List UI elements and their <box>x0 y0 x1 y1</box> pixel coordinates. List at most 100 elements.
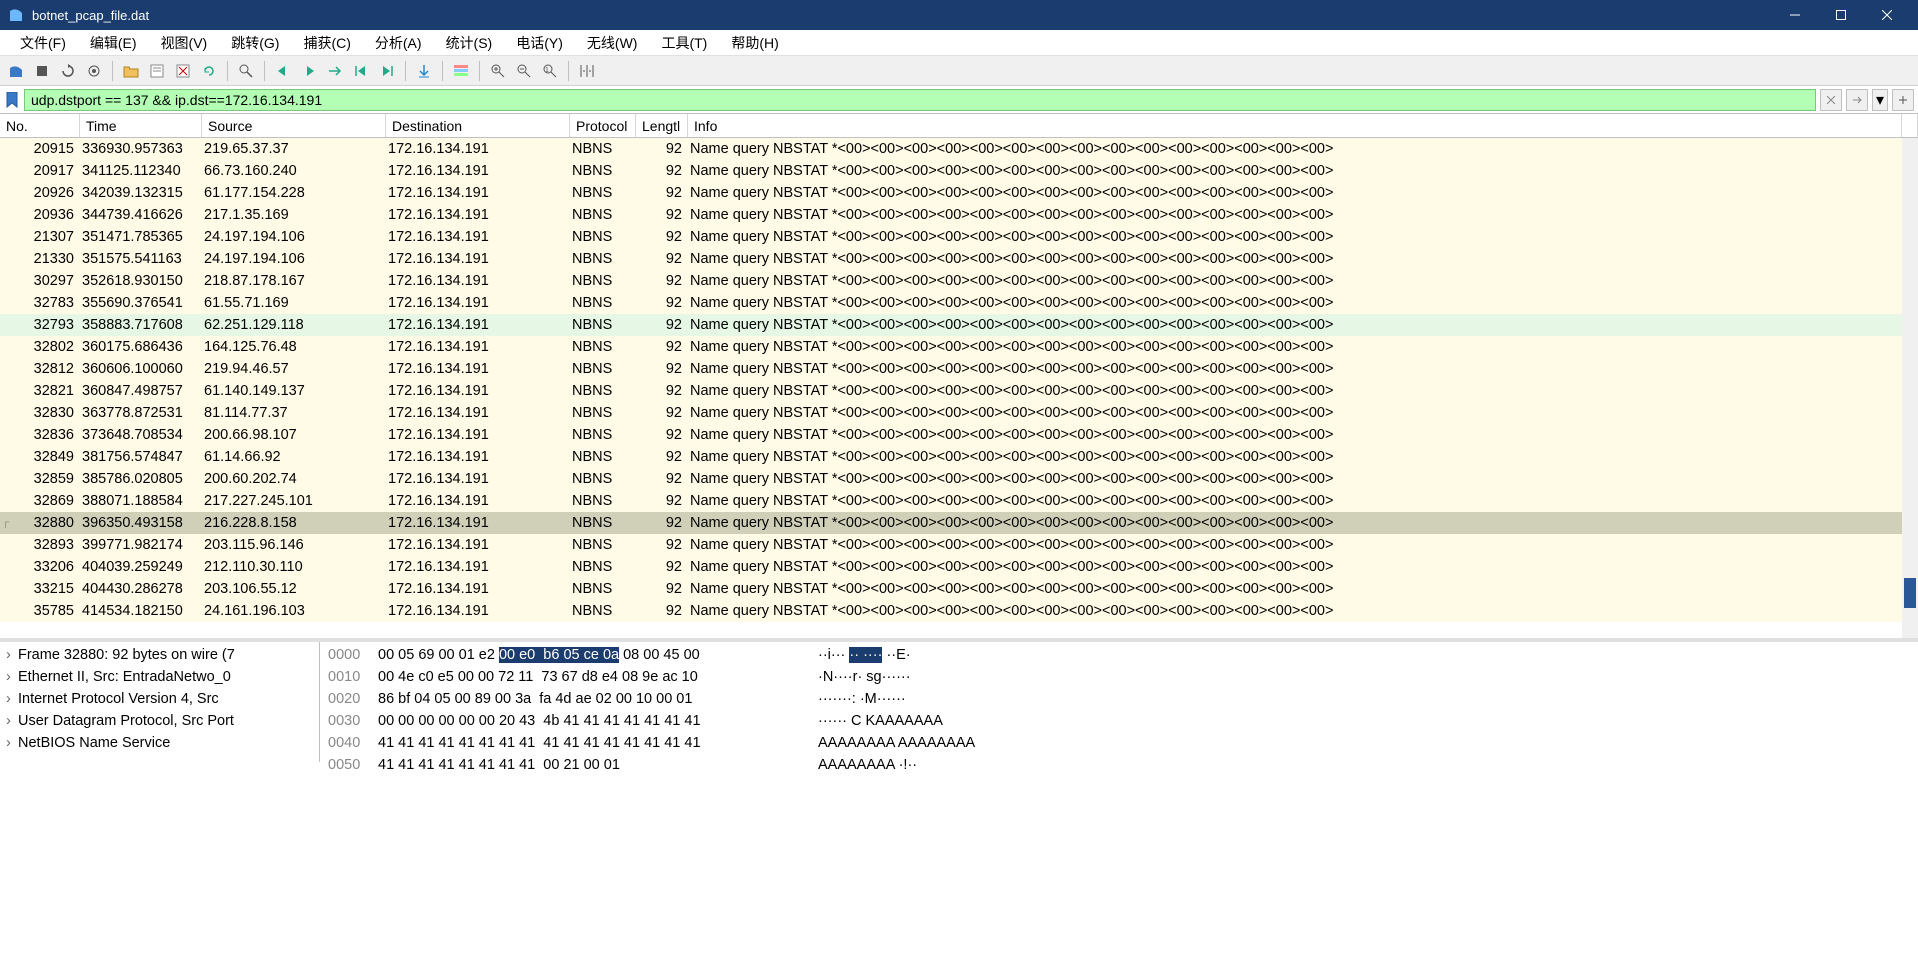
hex-row[interactable]: 004041 41 41 41 41 41 41 41 41 41 41 41 … <box>328 732 1918 754</box>
zoom-reset-icon[interactable]: 1 <box>538 59 562 83</box>
forward-icon[interactable] <box>297 59 321 83</box>
menu-6[interactable]: 统计(S) <box>434 31 505 55</box>
packet-list-pane[interactable]: 20915336930.957363219.65.37.37172.16.134… <box>0 138 1918 638</box>
hex-row[interactable]: 003000 00 00 00 00 00 20 43 4b 41 41 41 … <box>328 710 1918 732</box>
packet-list-scrollbar[interactable] <box>1902 138 1918 638</box>
packet-row[interactable]: 32793358883.71760862.251.129.118172.16.1… <box>0 314 1918 336</box>
tree-node-label: NetBIOS Name Service <box>18 732 170 754</box>
cell-no: 21307 <box>0 226 80 248</box>
hex-row[interactable]: 000000 05 69 00 01 e2 00 e0 b6 05 ce 0a … <box>328 644 1918 666</box>
window-maximize-button[interactable] <box>1818 0 1864 30</box>
cell-destination: 172.16.134.191 <box>386 182 570 204</box>
packet-row[interactable]: 32869388071.188584217.227.245.101172.16.… <box>0 490 1918 512</box>
options-icon[interactable] <box>82 59 106 83</box>
tree-node[interactable]: ›Ethernet II, Src: EntradaNetwo_0 <box>6 666 319 688</box>
colorize-icon[interactable] <box>449 59 473 83</box>
menu-1[interactable]: 编辑(E) <box>78 31 149 55</box>
autoscroll-icon[interactable] <box>412 59 436 83</box>
zoom-out-icon[interactable] <box>512 59 536 83</box>
reload-icon[interactable] <box>197 59 221 83</box>
packet-row[interactable]: 20915336930.957363219.65.37.37172.16.134… <box>0 138 1918 160</box>
packet-row[interactable]: 32830363778.87253181.114.77.37172.16.134… <box>0 402 1918 424</box>
back-icon[interactable] <box>271 59 295 83</box>
filter-dropdown-button[interactable]: ▾ <box>1872 89 1888 111</box>
menu-7[interactable]: 电话(Y) <box>504 31 575 55</box>
stop-icon[interactable] <box>30 59 54 83</box>
packet-row[interactable]: 32821360847.49875761.140.149.137172.16.1… <box>0 380 1918 402</box>
menu-9[interactable]: 工具(T) <box>649 31 719 55</box>
open-icon[interactable] <box>119 59 143 83</box>
packet-row[interactable]: 21307351471.78536524.197.194.106172.16.1… <box>0 226 1918 248</box>
packet-row[interactable]: ┌32880396350.493158216.228.8.158172.16.1… <box>0 512 1918 534</box>
tree-node[interactable]: ›Frame 32880: 92 bytes on wire (7 <box>6 644 319 666</box>
scrollbar-thumb[interactable] <box>1904 578 1916 608</box>
cell-info: Name query NBSTAT *<00><00><00><00><00><… <box>688 358 1918 380</box>
packet-row[interactable]: 20917341125.11234066.73.160.240172.16.13… <box>0 160 1918 182</box>
resize-cols-icon[interactable] <box>575 59 599 83</box>
menu-10[interactable]: 帮助(H) <box>719 31 790 55</box>
goto-icon[interactable] <box>323 59 347 83</box>
col-header-destination[interactable]: Destination <box>386 114 570 137</box>
filter-apply-button[interactable] <box>1846 89 1868 111</box>
menu-3[interactable]: 跳转(G) <box>219 31 291 55</box>
packet-row[interactable]: 32812360606.100060219.94.46.57172.16.134… <box>0 358 1918 380</box>
hex-offset: 0020 <box>328 688 378 710</box>
menu-2[interactable]: 视图(V) <box>149 31 220 55</box>
filter-clear-button[interactable] <box>1820 89 1842 111</box>
goto-last-icon[interactable] <box>375 59 399 83</box>
col-header-length[interactable]: Lengtl <box>636 114 688 137</box>
packet-row[interactable]: 32802360175.686436164.125.76.48172.16.13… <box>0 336 1918 358</box>
cell-destination: 172.16.134.191 <box>386 292 570 314</box>
hex-row[interactable]: 001000 4e c0 e5 00 00 72 11 73 67 d8 e4 … <box>328 666 1918 688</box>
packet-details-tree[interactable]: ›Frame 32880: 92 bytes on wire (7›Ethern… <box>0 642 320 762</box>
close-file-icon[interactable] <box>171 59 195 83</box>
cell-length: 92 <box>636 358 688 380</box>
col-header-time[interactable]: Time <box>80 114 202 137</box>
packet-row[interactable]: 32893399771.982174203.115.96.146172.16.1… <box>0 534 1918 556</box>
hex-offset: 0010 <box>328 666 378 688</box>
col-header-no[interactable]: No. <box>0 114 80 137</box>
packet-row[interactable]: 20936344739.416626217.1.35.169172.16.134… <box>0 204 1918 226</box>
window-minimize-button[interactable] <box>1772 0 1818 30</box>
menu-4[interactable]: 捕获(C) <box>291 31 362 55</box>
packet-row[interactable]: 33215404430.286278203.106.55.12172.16.13… <box>0 578 1918 600</box>
filter-bookmark-icon[interactable] <box>4 92 20 108</box>
find-icon[interactable] <box>234 59 258 83</box>
toolbar-separator <box>442 61 443 81</box>
menu-0[interactable]: 文件(F) <box>8 31 78 55</box>
goto-first-icon[interactable] <box>349 59 373 83</box>
col-header-protocol[interactable]: Protocol <box>570 114 636 137</box>
zoom-in-icon[interactable] <box>486 59 510 83</box>
tree-node[interactable]: ›User Datagram Protocol, Src Port <box>6 710 319 732</box>
cell-source: 66.73.160.240 <box>202 160 386 182</box>
tree-caret-icon: › <box>6 666 18 688</box>
cell-time: 388071.188584 <box>80 490 202 512</box>
cell-info: Name query NBSTAT *<00><00><00><00><00><… <box>688 402 1918 424</box>
menu-8[interactable]: 无线(W) <box>575 31 650 55</box>
packet-row[interactable]: 20926342039.13231561.177.154.228172.16.1… <box>0 182 1918 204</box>
hex-row[interactable]: 005041 41 41 41 41 41 41 41 00 21 00 01A… <box>328 754 1918 776</box>
packet-row[interactable]: 21330351575.54116324.197.194.106172.16.1… <box>0 248 1918 270</box>
cell-destination: 172.16.134.191 <box>386 512 570 534</box>
packet-row[interactable]: 32836373648.708534200.66.98.107172.16.13… <box>0 424 1918 446</box>
menu-5[interactable]: 分析(A) <box>363 31 434 55</box>
restart-icon[interactable] <box>56 59 80 83</box>
col-header-info[interactable]: Info <box>688 114 1902 137</box>
packet-row[interactable]: 32783355690.37654161.55.71.169172.16.134… <box>0 292 1918 314</box>
save-icon[interactable] <box>145 59 169 83</box>
col-header-source[interactable]: Source <box>202 114 386 137</box>
packet-row[interactable]: 33206404039.259249212.110.30.110172.16.1… <box>0 556 1918 578</box>
display-filter-input[interactable] <box>24 89 1816 111</box>
cell-destination: 172.16.134.191 <box>386 270 570 292</box>
packet-row[interactable]: 32849381756.57484761.14.66.92172.16.134.… <box>0 446 1918 468</box>
packet-row[interactable]: 32859385786.020805200.60.202.74172.16.13… <box>0 468 1918 490</box>
tree-node[interactable]: ›Internet Protocol Version 4, Src <box>6 688 319 710</box>
window-close-button[interactable] <box>1864 0 1910 30</box>
packet-row[interactable]: 35785414534.18215024.161.196.103172.16.1… <box>0 600 1918 622</box>
tree-node[interactable]: ›NetBIOS Name Service <box>6 732 319 754</box>
packet-row[interactable]: 30297352618.930150218.87.178.167172.16.1… <box>0 270 1918 292</box>
hex-row[interactable]: 002086 bf 04 05 00 89 00 3a fa 4d ae 02 … <box>328 688 1918 710</box>
packet-bytes-pane[interactable]: 000000 05 69 00 01 e2 00 e0 b6 05 ce 0a … <box>320 642 1918 762</box>
filter-add-button[interactable] <box>1892 89 1914 111</box>
fin-icon[interactable] <box>4 59 28 83</box>
